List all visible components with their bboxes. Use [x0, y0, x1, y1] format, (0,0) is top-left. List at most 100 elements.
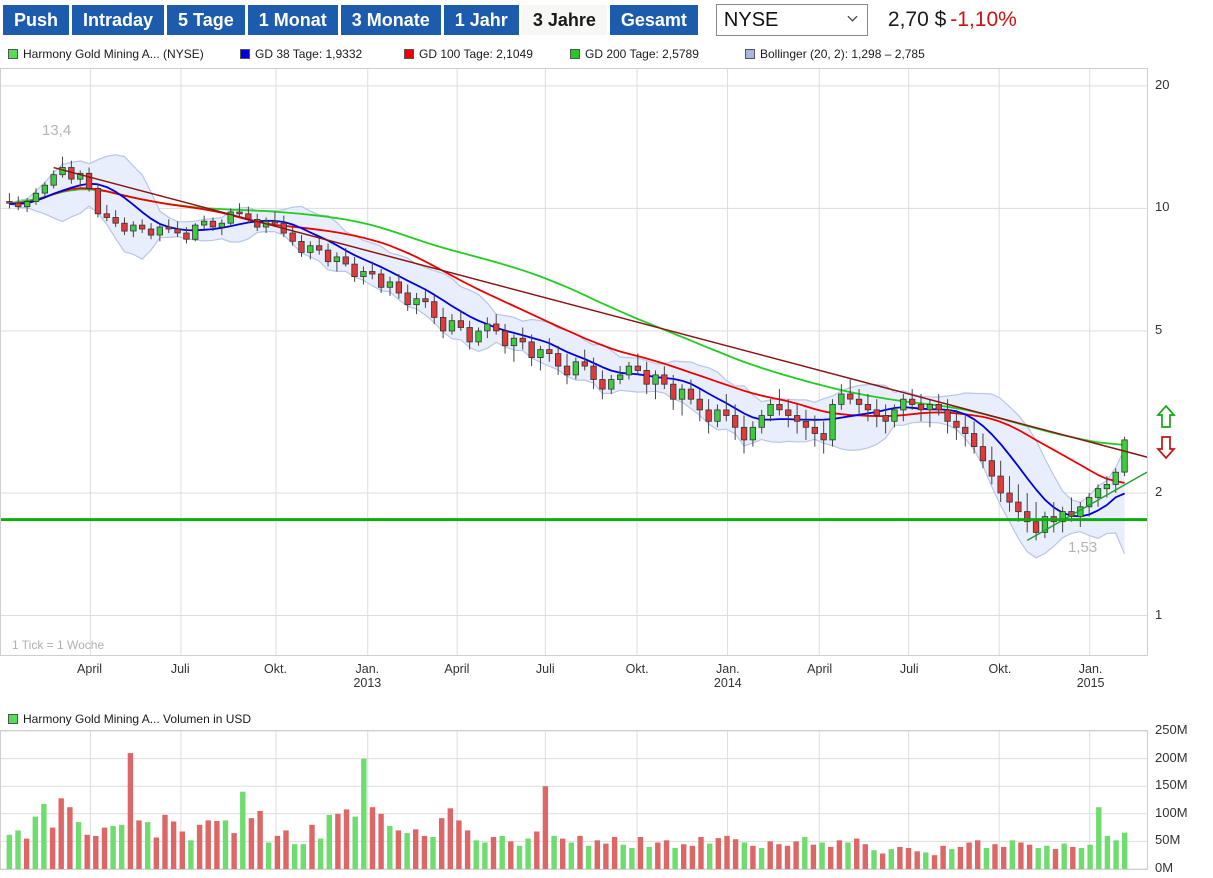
legend-label: Harmony Gold Mining A... Volumen in USD [23, 712, 252, 726]
volume-bar [715, 838, 721, 869]
volume-bar [439, 818, 445, 869]
volume-y-tick-label: 100M [1155, 804, 1188, 820]
x-tick-month: April [444, 662, 470, 676]
legend-item[interactable]: GD 100 Tage: 2,1049 [404, 47, 533, 61]
volume-bar [611, 837, 618, 869]
volume-bar [871, 850, 877, 869]
volume-bar [819, 842, 825, 869]
legend-item[interactable]: Harmony Gold Mining A... (NYSE) [8, 47, 204, 61]
period-button-1-jahr[interactable]: 1 Jahr [443, 5, 519, 35]
volume-y-tick-label: 0M [1155, 860, 1174, 875]
volume-bar [283, 830, 289, 869]
volume-bar [1087, 844, 1093, 869]
volume-bar [49, 827, 56, 869]
volume-bar [534, 831, 540, 869]
volume-bar [196, 824, 203, 869]
period-button-5-tage[interactable]: 5 Tage [167, 5, 245, 35]
high-price-label: 13,4 [42, 122, 72, 139]
volume-bar [845, 842, 851, 869]
price-x-tick-label: Jan. 2014 [714, 662, 742, 690]
legend-color-swatch [745, 49, 755, 59]
volume-bar [395, 830, 402, 869]
volume-bar [992, 844, 998, 869]
legend-item[interactable]: GD 200 Tage: 2,5789 [570, 47, 699, 61]
price-x-tick-label: Okt. [988, 662, 1011, 676]
up-arrow-marker[interactable] [1155, 404, 1177, 430]
volume-bar [93, 835, 99, 869]
volume-bar [266, 842, 272, 869]
rising-support-trendline [1026, 471, 1147, 541]
volume-bar [335, 813, 341, 869]
price-chart-pane[interactable] [0, 68, 1148, 656]
legend-item[interactable]: Bollinger (20, 2): 1,298 – 2,785 [745, 47, 925, 61]
volume-bar [1078, 848, 1085, 869]
volume-bar [758, 848, 765, 869]
volume-bar [637, 837, 644, 869]
volume-bar [136, 820, 142, 869]
price-x-tick-label: Okt. [626, 662, 649, 676]
x-tick-month: Juli [535, 662, 555, 676]
volume-bar [317, 838, 324, 869]
volume-bar [1113, 840, 1119, 869]
price-x-tick-label: Juli [171, 662, 190, 676]
volume-bar [966, 842, 972, 869]
volume-bar [957, 846, 964, 869]
volume-bar [767, 841, 773, 869]
price-y-tick-label: 20 [1155, 76, 1170, 92]
legend-label: GD 100 Tage: 2,1049 [419, 47, 533, 61]
period-button-push[interactable]: Push [3, 5, 70, 35]
volume-bar [41, 803, 47, 869]
price-x-tick-label: Juli [536, 662, 555, 676]
x-tick-month: Okt. [988, 662, 1012, 676]
volume-bar [447, 808, 453, 869]
volume-chart-svg[interactable] [1, 731, 1147, 869]
volume-bar [923, 852, 929, 869]
bollinger-upper-line [9, 154, 1126, 503]
volume-bar [369, 807, 376, 869]
volume-bar [110, 825, 116, 869]
x-tick-month: Juli [170, 662, 190, 676]
volume-bar [15, 830, 21, 869]
volume-bar [542, 786, 549, 869]
period-button-group: Push Intraday 5 Tage 1 Monat 3 Monate 1 Jahr 3… [3, 5, 701, 35]
volume-bar [214, 821, 220, 869]
x-tick-month: Juli [899, 662, 919, 676]
volume-bar [326, 814, 332, 869]
volume-bar [75, 822, 82, 869]
volume-y-tick-label: 250M [1155, 722, 1188, 737]
volume-bar [525, 838, 531, 869]
period-button-3-jahre[interactable]: 3 Jahre [521, 5, 607, 35]
volume-bar [698, 837, 704, 869]
legend-item[interactable]: GD 38 Tage: 1,9332 [240, 47, 362, 61]
x-tick-month: Jan. [1078, 662, 1103, 676]
period-button-gesamt[interactable]: Gesamt [609, 5, 698, 35]
period-button-3-monate[interactable]: 3 Monate [340, 5, 441, 35]
volume-bar [646, 846, 652, 869]
volume-bar [732, 839, 739, 869]
price-x-tick-label: April [444, 662, 469, 676]
volume-legend-item[interactable]: Harmony Gold Mining A... Volumen in USD [8, 712, 251, 726]
volume-bar [897, 846, 903, 869]
volume-bar [784, 845, 791, 869]
exchange-select[interactable]: NYSEFrankfurtXetraStuttgartBerlin [715, 4, 868, 36]
volume-bar [585, 845, 592, 869]
legend-label: Harmony Gold Mining A... (NYSE) [23, 47, 204, 61]
period-button-intraday[interactable]: Intraday [72, 5, 165, 35]
quote-price: 2,70 $ [887, 8, 947, 31]
volume-bar [672, 848, 678, 869]
candlestick-series [6, 156, 1128, 541]
volume-bar [802, 837, 808, 869]
volume-bar [620, 844, 626, 869]
volume-bar [862, 844, 868, 869]
volume-bar [404, 833, 410, 869]
volume-bar [1044, 845, 1050, 869]
volume-bar [127, 753, 134, 869]
price-chart-svg[interactable] [1, 69, 1147, 655]
volume-bar [231, 833, 237, 869]
volume-chart-pane[interactable] [0, 730, 1148, 870]
volume-bar [1009, 840, 1015, 869]
period-button-1-monat[interactable]: 1 Monat [247, 5, 338, 35]
volume-bar [153, 837, 159, 869]
down-arrow-marker[interactable] [1155, 434, 1177, 460]
